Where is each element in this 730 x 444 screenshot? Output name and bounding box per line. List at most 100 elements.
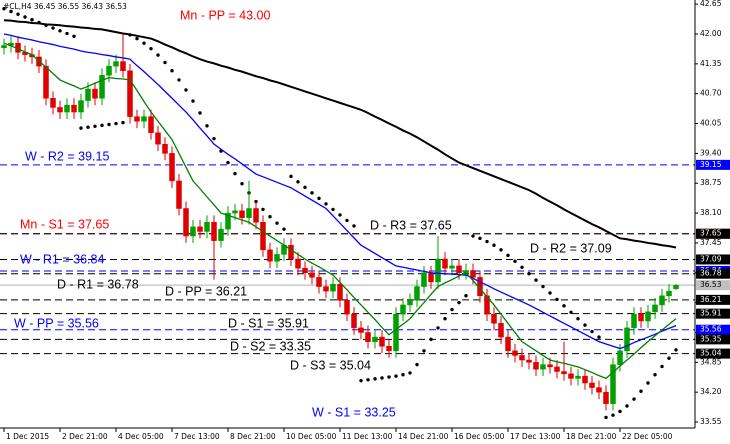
candle-body <box>547 364 553 368</box>
sar-dot <box>23 15 27 19</box>
candle-body <box>302 267 308 274</box>
level-price-label: 35.35 <box>700 334 722 343</box>
sar-dot <box>597 335 601 339</box>
candle-body <box>659 295 665 306</box>
sar-dot <box>51 26 55 30</box>
level-price-box <box>696 334 730 345</box>
candle-body <box>190 226 196 237</box>
level-label: D - S1 = 35.91 <box>228 316 309 330</box>
x-tick-label: 4 Dec 05:00 <box>118 432 164 441</box>
x-tick-label: 17 Dec 13:00 <box>510 432 561 441</box>
plot-area <box>0 7 695 420</box>
level-price-box <box>696 254 730 265</box>
candle-body <box>162 143 168 154</box>
sar-dot <box>58 29 62 33</box>
y-tick-label: 38.10 <box>700 208 722 217</box>
candle-body <box>554 366 560 372</box>
level-price-box <box>696 324 730 335</box>
sar-dot <box>233 171 237 176</box>
sar-dot <box>562 304 566 308</box>
level-label: W - S1 = 33.25 <box>312 405 396 419</box>
x-tick-label: 14 Dec 21:00 <box>398 432 449 441</box>
candle-body <box>456 265 462 274</box>
sar-dot <box>499 248 503 252</box>
candle-body <box>372 336 378 342</box>
sar-dot <box>296 180 300 184</box>
sar-dot <box>30 18 34 22</box>
x-tick-label: 7 Dec 13:00 <box>174 432 220 441</box>
sar-dot <box>401 373 405 377</box>
level-price-box <box>696 228 730 239</box>
candle-body <box>442 258 448 269</box>
candle-body <box>386 346 392 352</box>
sar-dot <box>275 221 279 225</box>
sar-dot <box>436 326 440 330</box>
sar-dot <box>366 378 370 382</box>
candle-body <box>85 88 91 101</box>
candle-body <box>603 391 609 404</box>
candle-body <box>274 254 280 262</box>
candle-body <box>645 311 651 322</box>
sar-dot <box>653 373 657 377</box>
y-tick-label: 41.35 <box>700 59 722 68</box>
candle-body <box>169 153 175 182</box>
sar-dot <box>394 374 398 378</box>
level-price-label: 35.56 <box>700 325 722 334</box>
x-tick-label: 10 Dec 05:00 <box>286 432 337 441</box>
sar-dot <box>380 376 384 380</box>
y-tick-label: 42.00 <box>700 29 722 38</box>
candle-body <box>365 332 371 342</box>
sar-dot <box>513 259 517 264</box>
level-price-label: 37.09 <box>700 254 722 263</box>
level-price-box <box>696 159 730 170</box>
candle-body <box>435 258 441 283</box>
candle-body <box>610 364 616 404</box>
sar-dot <box>9 9 13 14</box>
sar-dot <box>373 377 377 381</box>
level-label: D - S3 = 35.04 <box>290 358 371 372</box>
level-price-box <box>696 294 730 305</box>
candle-body <box>351 313 357 329</box>
sar-dot <box>464 294 468 298</box>
sar-dot <box>345 218 349 223</box>
sar-dot <box>240 181 244 186</box>
sar-dot <box>604 415 608 420</box>
candle-body <box>78 100 84 113</box>
candle-body <box>666 290 672 296</box>
last-price-label: 36.53 <box>700 280 722 289</box>
candle-body <box>316 277 322 287</box>
sar-dot <box>149 46 153 51</box>
sar-dot <box>387 375 391 379</box>
candle-body <box>113 61 119 67</box>
sar-dot <box>632 397 636 401</box>
sar-dot <box>317 196 321 201</box>
candle-body <box>323 286 329 292</box>
candle-body <box>64 104 70 113</box>
sar-dot <box>114 121 118 126</box>
candle-body <box>253 208 259 223</box>
candle-body <box>204 222 210 232</box>
sar-dot <box>191 99 195 103</box>
sar-dot <box>79 126 83 130</box>
candle-body <box>43 65 49 99</box>
candle-body <box>92 88 98 99</box>
sar-dot <box>184 88 188 92</box>
candle-body <box>71 104 77 113</box>
y-tick-label: 34.20 <box>700 387 722 396</box>
level-label: D - R3 = 37.65 <box>370 218 452 232</box>
sar-dot <box>177 78 181 82</box>
x-tick-label: 2 Dec 21:00 <box>62 432 108 441</box>
sar-dot <box>303 185 307 190</box>
level-price-label: 35.91 <box>700 309 722 318</box>
sar-dot <box>422 349 426 353</box>
level-label: Mn - S1 = 37.65 <box>20 217 109 231</box>
y-tick-label: 40.70 <box>700 89 722 98</box>
candle-body <box>561 371 567 375</box>
candle-body <box>211 222 217 241</box>
sar-dot <box>142 41 146 45</box>
level-label: Mn - PP = 43.00 <box>180 8 270 22</box>
sar-dot <box>65 31 69 36</box>
sar-dot <box>541 284 545 289</box>
